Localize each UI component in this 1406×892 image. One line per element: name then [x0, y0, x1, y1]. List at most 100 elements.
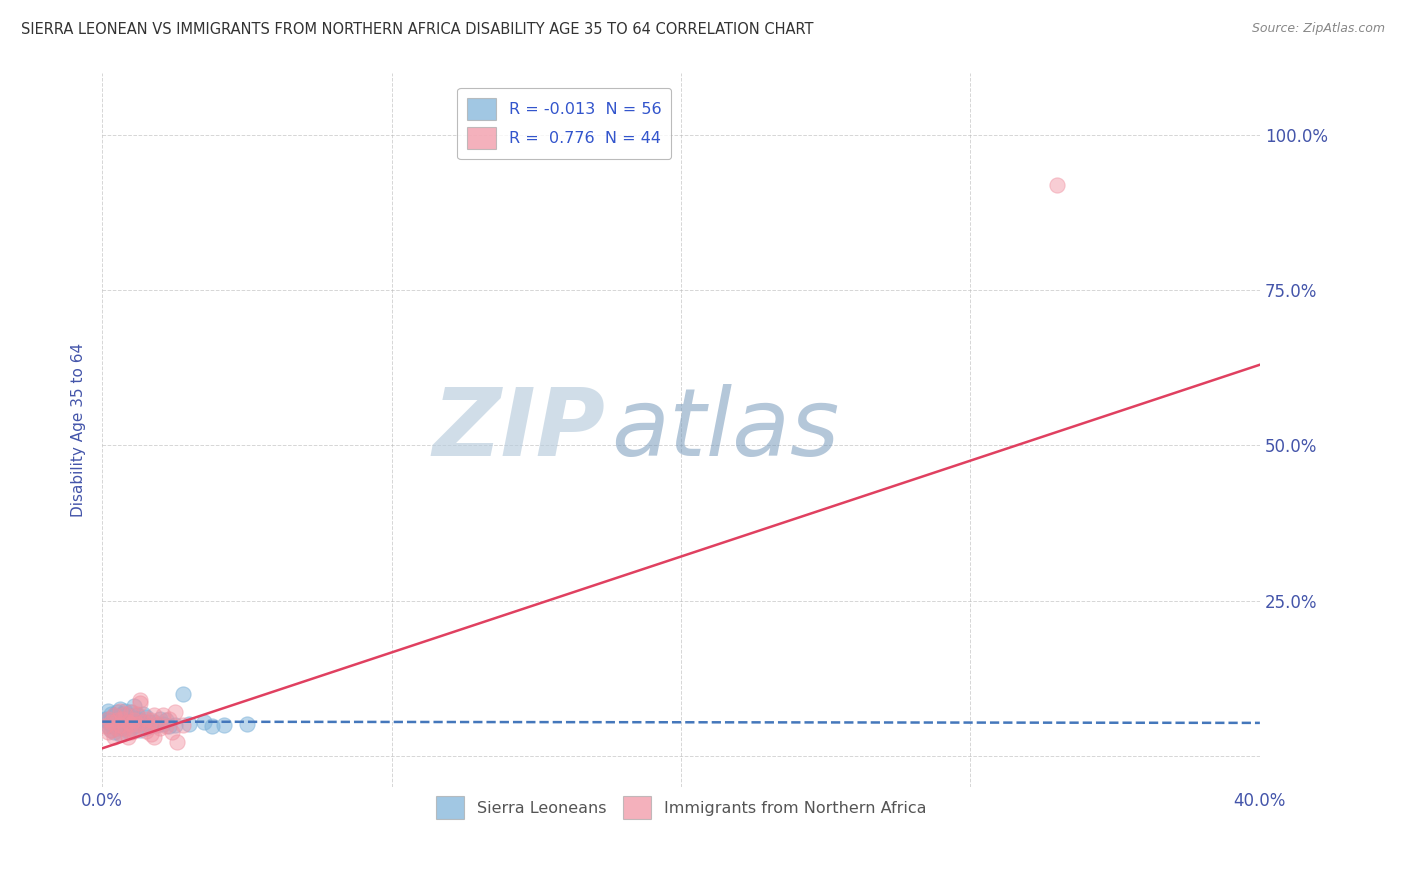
Point: [114, 719, 136, 733]
Point: [177, 716, 200, 731]
Point: [122, 712, 145, 726]
Point: [160, 725, 183, 739]
Point: [108, 717, 131, 731]
Point: [143, 714, 166, 729]
Point: [105, 713, 128, 727]
Point: [212, 717, 235, 731]
Point: [100, 723, 122, 737]
Point: [122, 719, 145, 733]
Point: [120, 716, 142, 731]
Point: [135, 723, 157, 738]
Point: [97, 719, 120, 733]
Point: [105, 713, 128, 727]
Text: ZIP: ZIP: [433, 384, 606, 476]
Text: SIERRA LEONEAN VS IMMIGRANTS FROM NORTHERN AFRICA DISABILITY AGE 35 TO 64 CORREL: SIERRA LEONEAN VS IMMIGRANTS FROM NORTHE…: [21, 22, 814, 37]
Point: [146, 716, 169, 731]
Point: [120, 725, 142, 739]
Point: [135, 721, 157, 735]
Point: [111, 712, 134, 726]
Text: Source: ZipAtlas.com: Source: ZipAtlas.com: [1251, 22, 1385, 36]
Point: [149, 712, 172, 726]
Point: [100, 723, 122, 737]
Point: [152, 708, 174, 723]
Point: [108, 717, 131, 731]
Point: [1046, 178, 1069, 192]
Point: [128, 696, 150, 710]
Point: [94, 712, 117, 726]
Point: [120, 706, 142, 720]
Point: [117, 730, 139, 744]
Point: [125, 706, 148, 721]
Point: [166, 735, 188, 749]
Point: [146, 717, 169, 731]
Point: [108, 712, 131, 726]
Point: [100, 706, 122, 721]
Point: [97, 704, 120, 718]
Point: [105, 706, 128, 720]
Point: [172, 717, 194, 731]
Point: [117, 714, 139, 729]
Point: [163, 717, 186, 731]
Point: [141, 719, 163, 733]
Point: [111, 706, 134, 721]
Point: [201, 719, 224, 733]
Point: [117, 716, 139, 731]
Point: [105, 721, 128, 735]
Point: [193, 714, 215, 729]
Point: [114, 721, 136, 735]
Point: [122, 723, 145, 738]
Point: [108, 702, 131, 716]
Point: [100, 717, 122, 731]
Point: [111, 721, 134, 735]
Point: [157, 719, 180, 733]
Point: [111, 727, 134, 741]
Point: [117, 708, 139, 723]
Point: [128, 713, 150, 727]
Point: [122, 699, 145, 714]
Point: [103, 708, 125, 723]
Point: [128, 723, 150, 737]
Point: [103, 714, 125, 729]
Point: [155, 713, 177, 727]
Point: [141, 713, 163, 727]
Point: [172, 687, 194, 701]
Point: [97, 714, 120, 729]
Point: [114, 704, 136, 718]
Point: [108, 704, 131, 718]
Point: [120, 721, 142, 735]
Point: [155, 719, 177, 733]
Point: [103, 725, 125, 739]
Point: [103, 708, 125, 723]
Point: [132, 716, 155, 731]
Point: [236, 716, 259, 731]
Point: [125, 708, 148, 723]
Point: [94, 719, 117, 733]
Point: [114, 706, 136, 721]
Point: [103, 730, 125, 744]
Point: [105, 721, 128, 735]
Point: [97, 725, 120, 739]
Point: [97, 712, 120, 726]
Point: [135, 710, 157, 724]
Point: [132, 706, 155, 721]
Legend: Sierra Leoneans, Immigrants from Northern Africa: Sierra Leoneans, Immigrants from Norther…: [429, 789, 934, 825]
Point: [152, 716, 174, 731]
Point: [128, 693, 150, 707]
Text: atlas: atlas: [612, 384, 839, 475]
Point: [132, 714, 155, 729]
Point: [122, 713, 145, 727]
Point: [163, 706, 186, 720]
Point: [114, 713, 136, 727]
Point: [117, 723, 139, 738]
Point: [157, 712, 180, 726]
Point: [143, 708, 166, 723]
Point: [120, 706, 142, 720]
Point: [120, 713, 142, 727]
Point: [135, 712, 157, 726]
Point: [94, 713, 117, 727]
Point: [143, 730, 166, 744]
Point: [149, 721, 172, 735]
Point: [125, 714, 148, 729]
Y-axis label: Disability Age 35 to 64: Disability Age 35 to 64: [72, 343, 86, 517]
Point: [125, 716, 148, 731]
